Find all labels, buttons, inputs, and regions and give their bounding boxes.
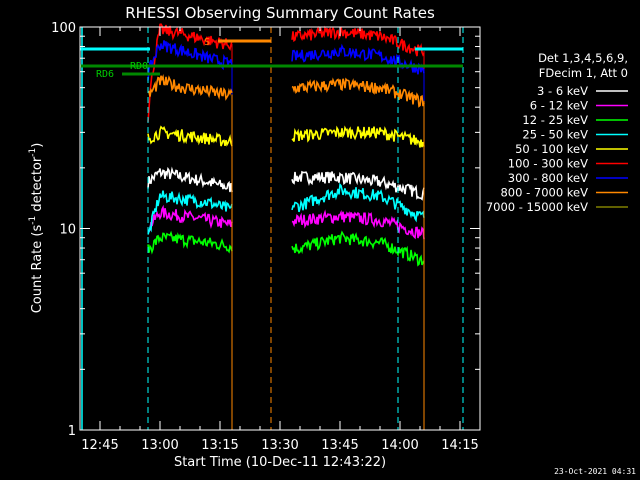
legend-item-label: 25 - 50 keV xyxy=(522,128,588,142)
x-tick-label: 12:45 xyxy=(81,438,118,453)
series-line-6 xyxy=(291,43,425,75)
legend-header-line1: Det 1,3,4,5,6,9, xyxy=(538,51,628,65)
y-axis-label-main: Count Rate (s xyxy=(30,225,45,314)
s-annotation: S xyxy=(204,37,210,48)
legend-item-label: 800 - 7000 keV xyxy=(500,186,588,200)
legend: Det 1,3,4,5,6,9, FDecim 1, Att 0 3 - 6 k… xyxy=(486,51,628,214)
series-line-1 xyxy=(147,204,233,234)
legend-item-label: 100 - 300 keV xyxy=(508,157,588,171)
series-line-7 xyxy=(147,74,233,101)
chart-title: RHESSI Observing Summary Count Rates xyxy=(125,4,435,22)
x-tick-label: 13:15 xyxy=(201,438,238,453)
series-line-4 xyxy=(147,125,233,147)
series-line-4 xyxy=(291,125,425,148)
legend-item-label: 12 - 25 keV xyxy=(522,113,588,127)
series-line-0 xyxy=(291,170,425,201)
y-axis-label-mid: detector xyxy=(30,156,45,216)
series-line-5 xyxy=(147,23,233,123)
x-tick-label: 13:30 xyxy=(261,438,298,453)
rd6-annotation: RD6 xyxy=(96,69,114,80)
axes-layer: 12:45 13:00 13:15 13:30 13:45 14:00 14:15 1 10 10… xyxy=(51,21,481,453)
legend-item-label: 50 - 100 keV xyxy=(515,142,588,156)
series-line-0 xyxy=(147,166,233,193)
legend-item-label: 300 - 800 keV xyxy=(508,171,588,185)
y-tick-label: 10 xyxy=(59,223,76,238)
series-line-1 xyxy=(291,209,425,240)
series-layer xyxy=(147,23,425,430)
legend-item-label: 3 - 6 keV xyxy=(537,84,588,98)
y-axis-label-exp1: -1 xyxy=(28,216,38,225)
series-line-6 xyxy=(147,40,233,81)
legend-item-label: 7000 - 15000 keV xyxy=(486,200,588,214)
x-tick-label: 13:45 xyxy=(321,438,358,453)
y-axis-label-exp2: -1 xyxy=(28,148,38,157)
series-line-2 xyxy=(147,230,233,255)
legend-item-label: 6 - 12 keV xyxy=(530,99,588,113)
series-line-2 xyxy=(291,230,425,267)
x-tick-label: 14:00 xyxy=(381,438,418,453)
series-line-3 xyxy=(291,182,425,223)
series-line-3 xyxy=(147,190,233,235)
y-tick-label: 1 xyxy=(68,424,76,439)
y-axis-label-end: ) xyxy=(30,143,45,148)
series-line-7 xyxy=(291,77,425,108)
series-line-5 xyxy=(291,25,425,57)
x-axis-label: Start Time (10-Dec-11 12:43:22) xyxy=(174,455,386,470)
x-tick-label: 14:15 xyxy=(441,438,478,453)
footer-date: 23-Oct-2021 04:31 xyxy=(554,467,636,476)
rd0-annotation: RD0 xyxy=(130,61,148,72)
y-tick-label: 100 xyxy=(51,21,76,36)
legend-header-line2: FDecim 1, Att 0 xyxy=(539,66,628,80)
y-axis-label: Count Rate (s-1 detector-1) xyxy=(28,143,45,314)
x-tick-label: 13:00 xyxy=(141,438,178,453)
